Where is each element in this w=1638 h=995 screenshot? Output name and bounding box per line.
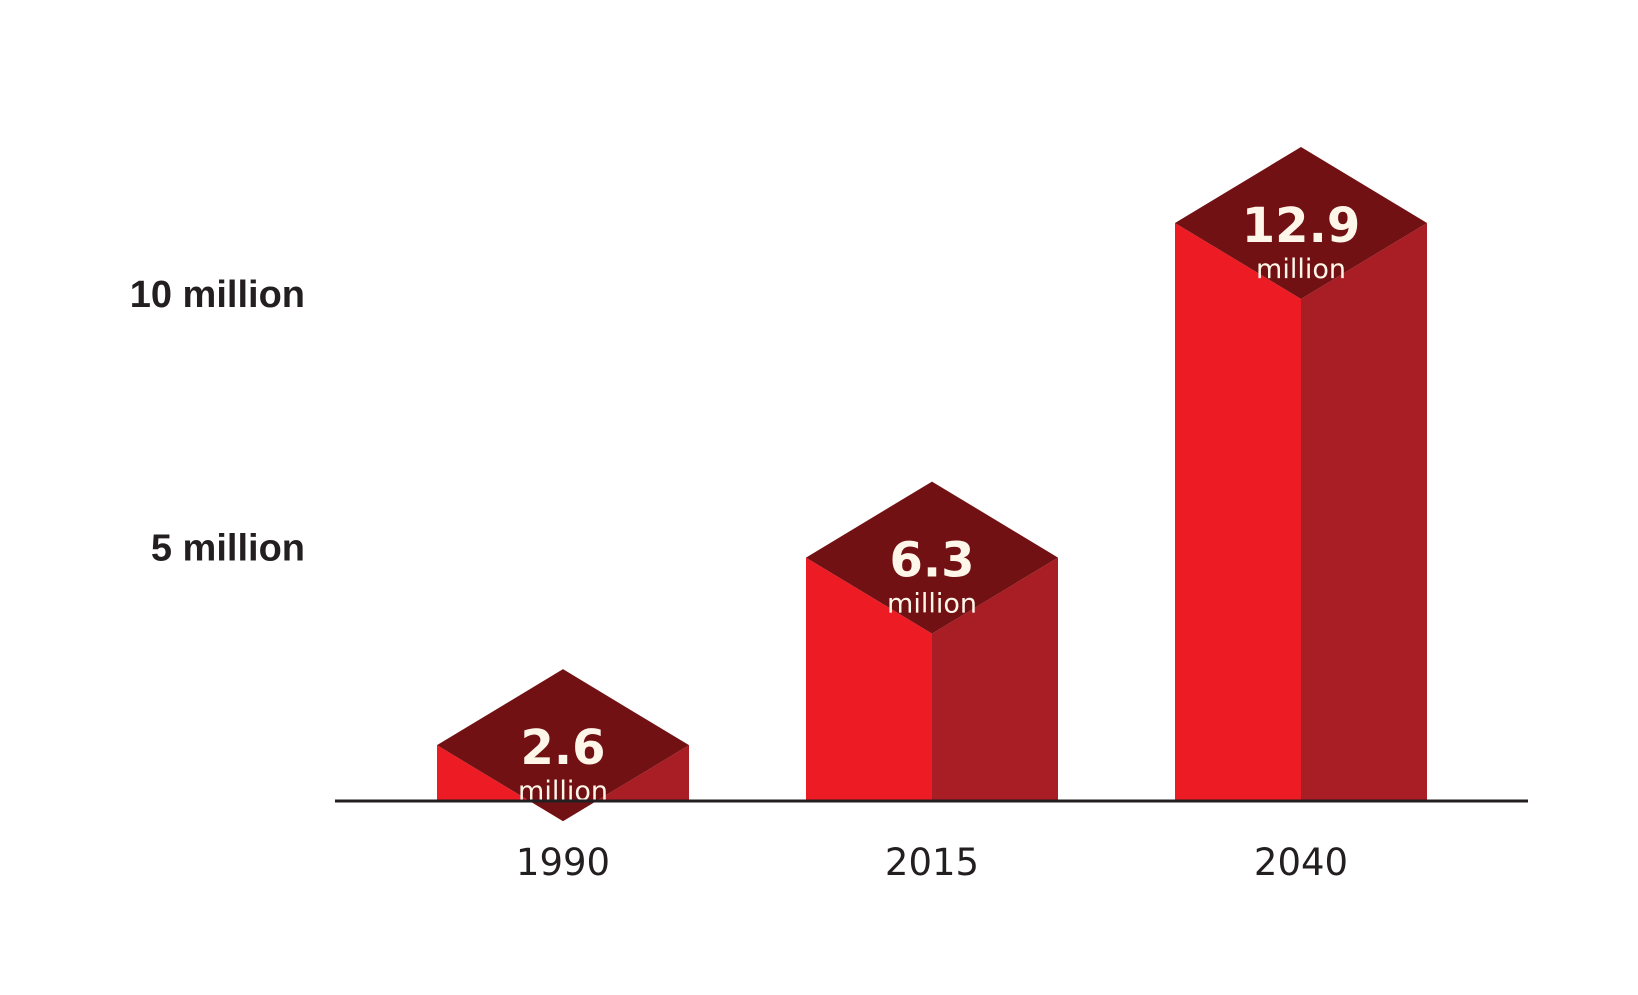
data-label-unit-2040: million bbox=[1256, 254, 1346, 285]
data-label-value-2040: 12.9 bbox=[1242, 198, 1360, 254]
bar-front-face-2015 bbox=[806, 557, 932, 801]
bar-front-face-2040 bbox=[1175, 222, 1301, 802]
bar-top-face-2040 bbox=[1175, 146, 1427, 299]
bar-top-face-1990 bbox=[437, 669, 689, 822]
bar-top-face-2015 bbox=[806, 481, 1058, 634]
data-label-unit-1990: million bbox=[518, 776, 608, 807]
y-tick-label-5: 5 million bbox=[151, 528, 305, 570]
x-tick-labels: 1990 2015 2040 bbox=[516, 841, 1348, 884]
x-tick-label-2040: 2040 bbox=[1254, 841, 1348, 884]
data-label-value-2015: 6.3 bbox=[889, 533, 974, 589]
data-label-value-1990: 2.6 bbox=[520, 720, 605, 776]
bar-side-face-2040 bbox=[1301, 222, 1427, 802]
bar-side-face-2015 bbox=[932, 557, 1058, 801]
x-tick-label-2015: 2015 bbox=[885, 841, 979, 884]
x-tick-label-1990: 1990 bbox=[516, 841, 610, 884]
y-tick-label-10: 10 million bbox=[130, 274, 305, 316]
y-tick-labels: 5 million 10 million bbox=[130, 274, 305, 570]
data-label-unit-2015: million bbox=[887, 589, 977, 620]
